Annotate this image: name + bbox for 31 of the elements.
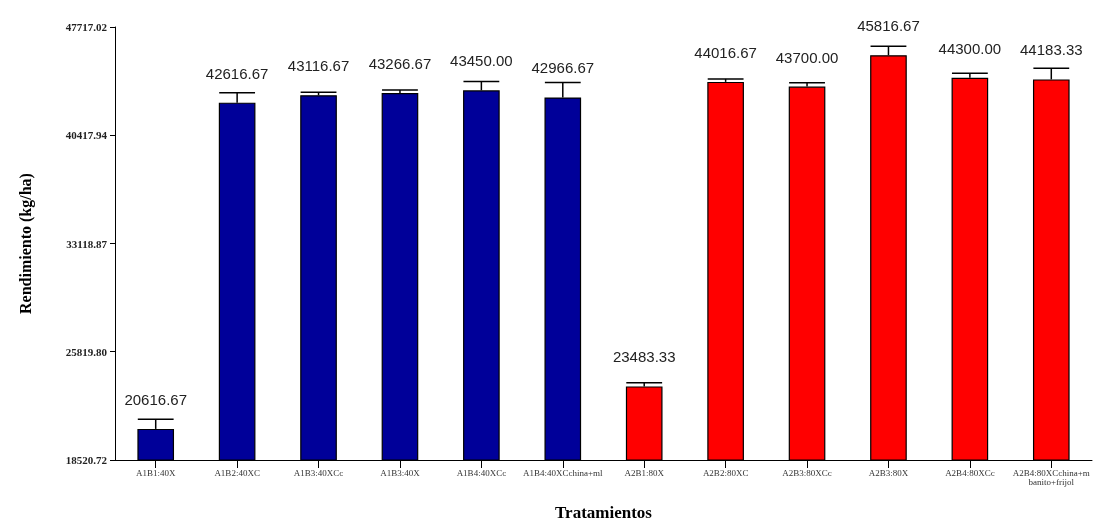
data-label: 43700.00 bbox=[775, 48, 839, 66]
x-tick-label: A2B1:80X bbox=[624, 467, 665, 478]
x-tick-label: A1B1:40X bbox=[135, 467, 176, 478]
x-tick-label: A1B2:40XC bbox=[214, 467, 260, 478]
data-label: 42616.67 bbox=[205, 64, 269, 82]
x-tick-label: A2B2:80XC bbox=[702, 467, 749, 478]
data-label: 44300.00 bbox=[938, 39, 1002, 57]
y-tick-label: 33118.87 bbox=[66, 237, 108, 250]
y-tick-label: 40417.94 bbox=[65, 129, 108, 142]
x-tick-label: A2B3:80XCc bbox=[782, 467, 832, 478]
x-tick-label: A2B4:80XCc bbox=[945, 467, 995, 478]
x-tick-label: A2B3:80X bbox=[868, 467, 909, 478]
x-tick-label: A1B4:40XCchina+ml bbox=[523, 467, 604, 478]
y-axis-title: Rendimiento (kg/ha) bbox=[16, 173, 35, 314]
x-tick-label: A1B3:40X bbox=[380, 467, 421, 478]
data-label: 43266.67 bbox=[368, 55, 432, 72]
data-label: 44016.67 bbox=[694, 43, 757, 61]
data-label: 43116.67 bbox=[287, 57, 350, 75]
y-tick-label: 47717.02 bbox=[65, 21, 108, 33]
data-label: 20616.67 bbox=[124, 390, 187, 408]
x-axis-title: Tratamientos bbox=[555, 503, 653, 522]
data-label: 44183.33 bbox=[1020, 41, 1083, 59]
x-tick-label: A1B4:40XCc bbox=[456, 467, 507, 478]
x-tick-label: A2B4:80XCchina+mbanito+frijol bbox=[1012, 467, 1090, 487]
y-tick-label: 25819.80 bbox=[65, 345, 108, 358]
data-label: 42966.67 bbox=[531, 59, 595, 77]
x-tick-label: A1B3:40XCc bbox=[293, 467, 344, 478]
data-label: 45816.67 bbox=[857, 17, 920, 35]
data-label: 23483.33 bbox=[612, 348, 676, 366]
y-tick-label: 18520.72 bbox=[65, 454, 108, 466]
data-label: 43450.00 bbox=[450, 52, 513, 70]
